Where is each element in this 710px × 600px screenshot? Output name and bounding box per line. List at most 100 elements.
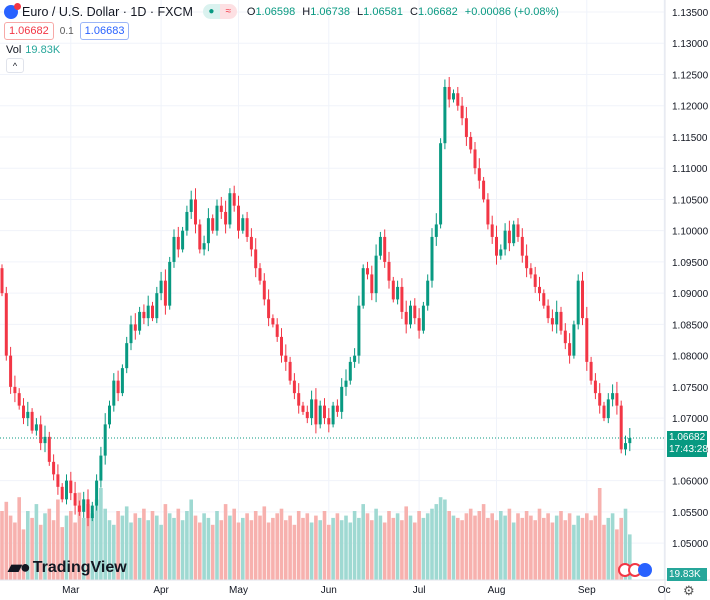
volume-bar <box>94 499 99 580</box>
bar-countdown: 17:43:28 <box>669 444 708 455</box>
volume-bar <box>499 511 503 580</box>
candle-body <box>56 474 60 487</box>
volume-bar <box>249 520 254 580</box>
candle-body <box>17 393 21 406</box>
volume-bar <box>202 513 206 580</box>
candle-body <box>9 355 13 387</box>
candle-body <box>383 236 387 262</box>
volume-bar <box>352 511 357 580</box>
candle-body <box>280 336 283 356</box>
volume-bar <box>567 513 572 580</box>
candle-body <box>512 224 516 244</box>
candle-body <box>211 218 215 231</box>
volume-bar <box>21 529 26 580</box>
trade-quotes: 1.06682 0.1 1.06683 <box>4 22 130 40</box>
volume-bar <box>395 513 400 580</box>
candle-body <box>26 411 30 419</box>
candle-body <box>13 386 17 394</box>
volume-bar <box>189 499 193 580</box>
candle-body <box>120 368 124 394</box>
candle-body <box>168 261 172 306</box>
time-tick-label: Apr <box>153 585 169 596</box>
volume-bar <box>210 524 215 580</box>
candle-body <box>65 480 68 500</box>
close-value: 1.06682 <box>417 5 458 18</box>
volume-bar <box>507 508 512 580</box>
volume-bar <box>124 506 129 580</box>
time-axis[interactable]: Mar Apr May Jun Jul Aug Sep Oc <box>62 585 670 596</box>
candle-body <box>99 455 103 481</box>
volume-bar <box>120 515 125 580</box>
candle-body <box>353 355 357 362</box>
time-tick-label: Jun <box>321 585 337 596</box>
candle-body <box>215 205 219 231</box>
candle-body <box>163 280 167 306</box>
settings-gear-icon[interactable]: ⚙ <box>683 583 695 598</box>
candle-body <box>495 236 498 256</box>
volume-bar <box>468 508 473 580</box>
price-axis[interactable]: 1.13500 1.13000 1.12500 1.12000 1.11500 1.110… <box>672 8 709 550</box>
time-tick-label: Jul <box>413 585 426 596</box>
tradingview-logo[interactable]: ▰● TradingView <box>8 557 127 578</box>
candle-body <box>103 424 107 456</box>
candle-body <box>254 249 258 269</box>
delayed-data-icon: ≈ <box>219 4 237 19</box>
volume-label: Vol <box>6 44 22 56</box>
candle-body <box>133 324 137 331</box>
candle-body <box>370 274 374 294</box>
candle-body <box>60 486 64 500</box>
volume-bar <box>228 515 232 580</box>
volume-bar <box>486 517 490 580</box>
candle-body <box>318 405 322 425</box>
volume-bar <box>262 506 267 580</box>
volume-bar <box>64 515 69 580</box>
candle-body <box>323 405 326 419</box>
volume-bar <box>296 511 301 580</box>
candle-body <box>43 436 47 444</box>
candle-body <box>310 399 314 419</box>
symbol-title[interactable]: Euro / U.S. Dollar · 1D · FXCM <box>22 4 193 19</box>
volume-bar <box>473 515 477 580</box>
candle-body <box>146 305 150 319</box>
price-tick-label: 1.06000 <box>672 477 709 488</box>
volume-bar <box>318 520 322 580</box>
volume-bar <box>163 504 168 580</box>
volume-bar <box>47 508 52 580</box>
sell-button[interactable]: 1.06682 <box>4 22 54 40</box>
price-tick-label: 1.07000 <box>672 414 709 425</box>
candle-body <box>327 418 331 425</box>
volume-bar <box>43 513 47 580</box>
volume-bar <box>305 513 310 580</box>
close-label: C <box>410 5 418 18</box>
volume-bar <box>0 511 4 580</box>
candle-body <box>482 180 486 200</box>
candle-body <box>559 311 563 331</box>
candle-body <box>335 405 339 412</box>
volume-bar <box>137 517 142 580</box>
volume-bar <box>142 508 146 580</box>
volume-bar <box>129 522 133 580</box>
volume-bar <box>559 511 563 580</box>
candle-body <box>593 380 597 394</box>
low-label: L <box>357 5 364 18</box>
volume-bar <box>331 517 335 580</box>
buy-button[interactable]: 1.06683 <box>79 22 130 40</box>
candle-body <box>258 268 262 281</box>
ohlc-values: O1.06598 H1.06738 L1.06581 C1.06682 +0.0… <box>247 6 563 18</box>
candle-body <box>447 86 451 100</box>
symbol-legend: Euro / U.S. Dollar · 1D · FXCM ● ≈ O1.06… <box>4 2 563 19</box>
candle-body <box>602 405 606 419</box>
volume-bar <box>524 511 529 580</box>
candle-body <box>585 318 589 362</box>
volume-bar <box>477 511 482 580</box>
collapse-legend-button[interactable]: ^ <box>6 58 24 73</box>
market-status[interactable]: ● ≈ <box>202 4 237 19</box>
candle-body <box>142 311 146 319</box>
volume-bar <box>335 513 340 580</box>
economic-events-icon[interactable] <box>618 563 652 577</box>
volume-bar <box>314 515 318 580</box>
volume-bar <box>602 524 606 580</box>
candle-body <box>198 224 202 250</box>
candle-body <box>520 236 524 256</box>
